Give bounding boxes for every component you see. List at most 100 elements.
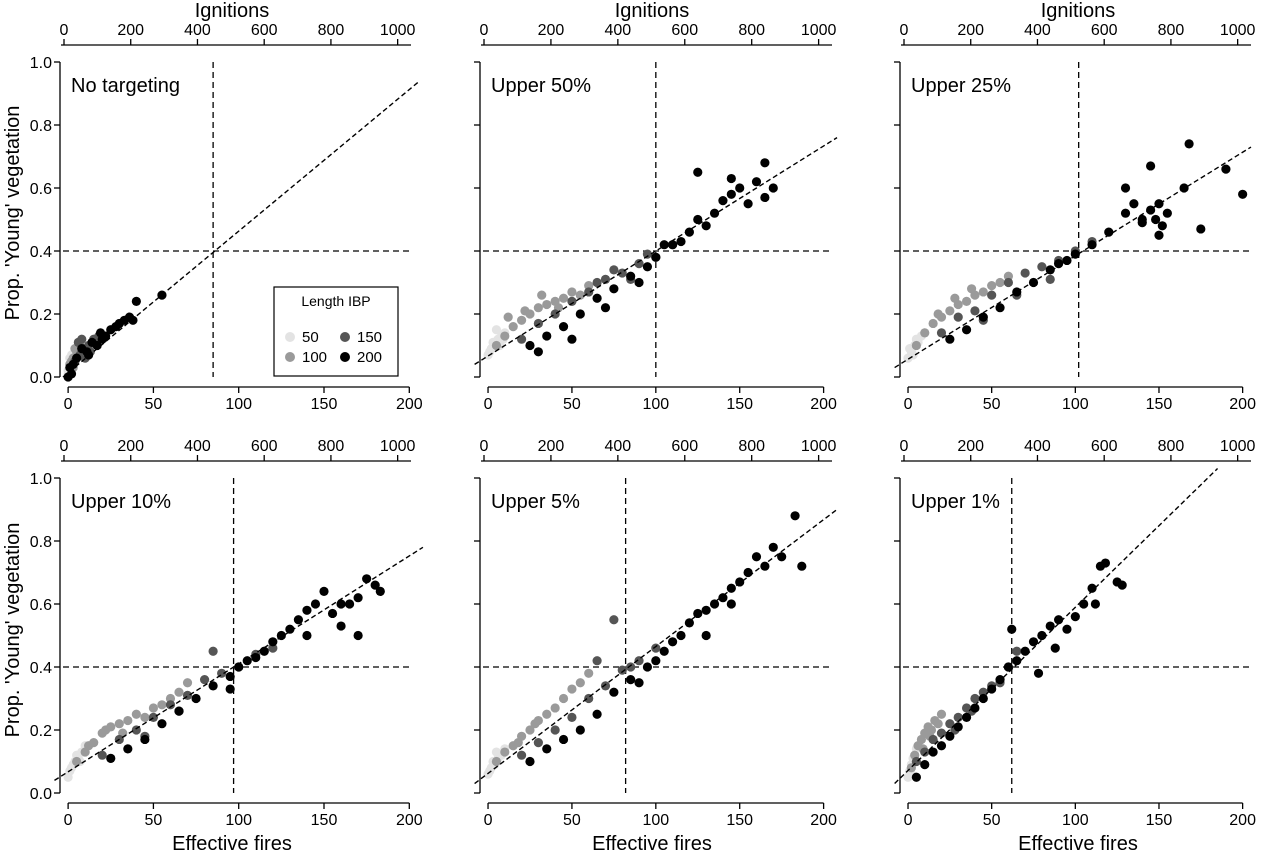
data-point: [353, 630, 363, 641]
legend-marker-100: [285, 352, 295, 362]
data-point: [642, 262, 653, 272]
data-point: [97, 750, 107, 760]
data-point: [131, 296, 141, 306]
data-point: [500, 747, 510, 757]
data-point: [1087, 583, 1097, 593]
data-point: [362, 574, 372, 584]
trend-line: [474, 137, 838, 365]
data-point: [701, 630, 711, 641]
x-tick-label: 0: [484, 396, 493, 413]
x-tick-label: 200: [396, 396, 423, 413]
shared-labels: Ignitions Ignitions Ignitions Effective …: [2, 0, 1138, 853]
legend-label-200: 200: [357, 349, 382, 366]
data-point: [191, 693, 201, 704]
data-point: [1020, 268, 1030, 278]
data-point: [693, 167, 703, 177]
data-point: [953, 312, 963, 322]
data-point: [285, 624, 295, 634]
x2-tick-label: 600: [1091, 22, 1118, 39]
trend-line: [62, 81, 419, 378]
x2-tick-label: 600: [1091, 438, 1118, 455]
data-point: [520, 306, 530, 316]
data-point: [575, 290, 585, 300]
data-point: [709, 599, 720, 609]
data-point: [199, 675, 210, 685]
data-point: [558, 734, 569, 745]
data-point: [1120, 208, 1131, 218]
data-point: [609, 284, 619, 294]
x2-tick-label: 600: [251, 22, 278, 39]
data-point: [1003, 277, 1014, 288]
data-point: [933, 719, 943, 729]
y-tick-label: 0.2: [30, 723, 52, 740]
x-tick-label: 100: [225, 812, 252, 829]
data-point: [558, 693, 569, 704]
data-point: [961, 296, 972, 306]
data-point: [165, 693, 176, 704]
data-point: [491, 756, 502, 767]
x2-tick-label: 800: [738, 22, 765, 39]
data-point: [558, 322, 569, 332]
data-point: [651, 252, 661, 262]
data-point: [92, 340, 102, 351]
data-point: [676, 630, 686, 641]
data-point: [626, 662, 636, 672]
x2-tick-label: 200: [538, 438, 565, 455]
data-point: [936, 741, 947, 751]
y-tick-label: 0.4: [30, 244, 52, 261]
data-point: [106, 753, 116, 763]
x2-tick-label: 1000: [380, 22, 416, 39]
data-point: [936, 328, 947, 338]
data-point: [945, 334, 955, 344]
data-point: [542, 709, 552, 719]
data-point: [995, 675, 1005, 685]
x-tick-label: 150: [726, 396, 753, 413]
data-point: [242, 656, 252, 666]
data-point: [970, 306, 980, 316]
data-point: [1157, 221, 1167, 231]
data-point: [726, 599, 736, 609]
data-point: [370, 580, 380, 590]
data-point: [1129, 199, 1139, 209]
data-point: [165, 700, 176, 710]
data-point: [609, 615, 619, 625]
data-point: [1037, 262, 1047, 272]
data-point: [1184, 139, 1194, 149]
data-point: [735, 183, 745, 193]
data-point: [310, 599, 321, 609]
data-point: [743, 567, 753, 578]
data-point: [550, 725, 560, 735]
legend: Length IBP 50 150 100 200: [273, 286, 399, 377]
trend-line: [894, 146, 1252, 369]
data-point: [600, 303, 611, 313]
x-tick-label: 200: [1229, 812, 1256, 829]
trend-line: [474, 508, 838, 785]
data-point: [567, 712, 577, 723]
data-point: [516, 334, 527, 344]
y-tick-label: 1.0: [30, 55, 52, 72]
data-point: [693, 214, 703, 225]
data-point: [760, 192, 770, 203]
data-point: [1020, 646, 1030, 656]
data-point: [945, 731, 955, 741]
data-point: [751, 177, 762, 187]
legend-label-50: 50: [302, 329, 319, 346]
data-point: [1045, 621, 1055, 631]
x-tick-label: 150: [1146, 396, 1173, 413]
data-point: [1037, 630, 1047, 641]
data-point: [945, 306, 955, 316]
legend-box: [273, 286, 399, 377]
data-point: [768, 183, 778, 193]
data-point: [516, 750, 527, 760]
panel-3: 0 50 100 150 200 0 200 400 600 800 1000 Upper 25%: [894, 22, 1256, 413]
data-point: [140, 734, 150, 745]
data-point: [592, 709, 602, 719]
data-point: [920, 328, 930, 338]
x2-tick-label: 1000: [1220, 22, 1256, 39]
data-point: [743, 199, 753, 209]
y-axis-label-bottom: Prop. 'Young' vegetation: [2, 523, 24, 738]
data-point: [911, 334, 921, 344]
x-tick-label: 50: [983, 812, 1001, 829]
data-point: [575, 678, 585, 688]
